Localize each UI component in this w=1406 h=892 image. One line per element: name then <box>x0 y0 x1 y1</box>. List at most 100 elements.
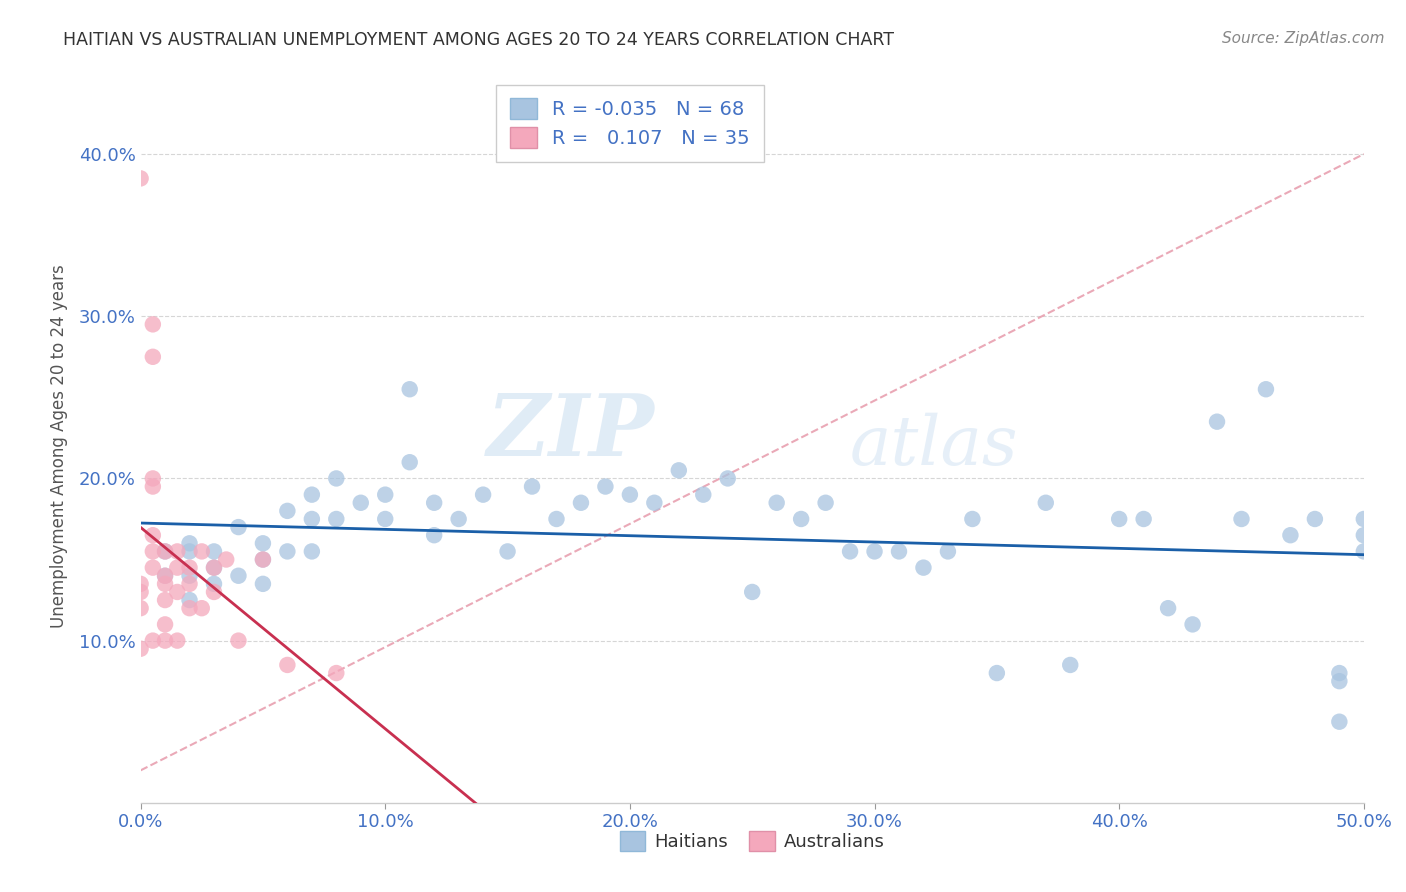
Point <box>191 544 214 558</box>
Point <box>276 544 298 558</box>
Point <box>619 488 641 502</box>
Point <box>668 463 690 477</box>
Point <box>1108 512 1130 526</box>
Text: ZIP: ZIP <box>486 390 654 474</box>
Point <box>692 488 714 502</box>
Point <box>129 641 152 656</box>
Point <box>398 382 420 396</box>
Point <box>398 455 420 469</box>
Point <box>129 601 152 615</box>
Point <box>1254 382 1277 396</box>
Point <box>153 617 176 632</box>
Point <box>423 528 446 542</box>
Point <box>569 496 592 510</box>
Point <box>1132 512 1154 526</box>
Point <box>202 544 225 558</box>
Y-axis label: Unemployment Among Ages 20 to 24 years: Unemployment Among Ages 20 to 24 years <box>49 264 67 628</box>
Point <box>325 512 347 526</box>
Point <box>179 593 201 607</box>
Point <box>166 560 188 574</box>
Point <box>1279 528 1302 542</box>
Point <box>252 552 274 566</box>
Point <box>153 568 176 582</box>
Point <box>1206 415 1229 429</box>
Point <box>643 496 665 510</box>
Point <box>142 528 165 542</box>
Point <box>179 568 201 582</box>
Point <box>1353 512 1375 526</box>
Point <box>1329 674 1351 689</box>
Point <box>350 496 373 510</box>
Point <box>472 488 495 502</box>
Point <box>142 350 165 364</box>
Point <box>986 666 1008 681</box>
Point <box>301 544 323 558</box>
Point <box>1353 544 1375 558</box>
Point <box>374 512 396 526</box>
Point <box>839 544 862 558</box>
Point <box>179 536 201 550</box>
Point <box>179 560 201 574</box>
Point <box>202 577 225 591</box>
Point <box>166 544 188 558</box>
Point <box>301 512 323 526</box>
Point <box>166 633 188 648</box>
Point <box>1329 666 1351 681</box>
Point <box>717 471 740 485</box>
Point <box>153 568 176 582</box>
Text: Source: ZipAtlas.com: Source: ZipAtlas.com <box>1222 31 1385 46</box>
Point <box>276 504 298 518</box>
Text: HAITIAN VS AUSTRALIAN UNEMPLOYMENT AMONG AGES 20 TO 24 YEARS CORRELATION CHART: HAITIAN VS AUSTRALIAN UNEMPLOYMENT AMONG… <box>63 31 894 49</box>
Point <box>936 544 959 558</box>
Point <box>863 544 886 558</box>
Point <box>179 544 201 558</box>
Point <box>1181 617 1204 632</box>
Point <box>325 666 347 681</box>
Point <box>325 471 347 485</box>
Point <box>191 601 214 615</box>
Point <box>129 577 152 591</box>
Point <box>153 593 176 607</box>
Point <box>276 657 298 672</box>
Point <box>765 496 787 510</box>
Point <box>962 512 984 526</box>
Point <box>1230 512 1253 526</box>
Text: atlas: atlas <box>851 413 1018 479</box>
Point <box>142 471 165 485</box>
Point <box>129 585 152 599</box>
Point <box>202 560 225 574</box>
Point <box>252 577 274 591</box>
Point <box>228 520 250 534</box>
Legend: Haitians, Australians: Haitians, Australians <box>613 823 891 858</box>
Point <box>215 552 238 566</box>
Point <box>252 536 274 550</box>
Point <box>129 171 152 186</box>
Point <box>301 488 323 502</box>
Point <box>1353 528 1375 542</box>
Point <box>912 560 935 574</box>
Point <box>1303 512 1326 526</box>
Point <box>741 585 763 599</box>
Point <box>1329 714 1351 729</box>
Point <box>1059 657 1081 672</box>
Point <box>546 512 568 526</box>
Point <box>595 479 617 493</box>
Point <box>179 577 201 591</box>
Point <box>142 544 165 558</box>
Point <box>423 496 446 510</box>
Point <box>887 544 910 558</box>
Point <box>814 496 837 510</box>
Point <box>496 544 519 558</box>
Point <box>374 488 396 502</box>
Point <box>142 633 165 648</box>
Point <box>142 318 165 332</box>
Point <box>228 633 250 648</box>
Point <box>166 585 188 599</box>
Point <box>202 585 225 599</box>
Point <box>202 560 225 574</box>
Point <box>142 479 165 493</box>
Point <box>179 601 201 615</box>
Point <box>153 577 176 591</box>
Point <box>790 512 813 526</box>
Point <box>153 544 176 558</box>
